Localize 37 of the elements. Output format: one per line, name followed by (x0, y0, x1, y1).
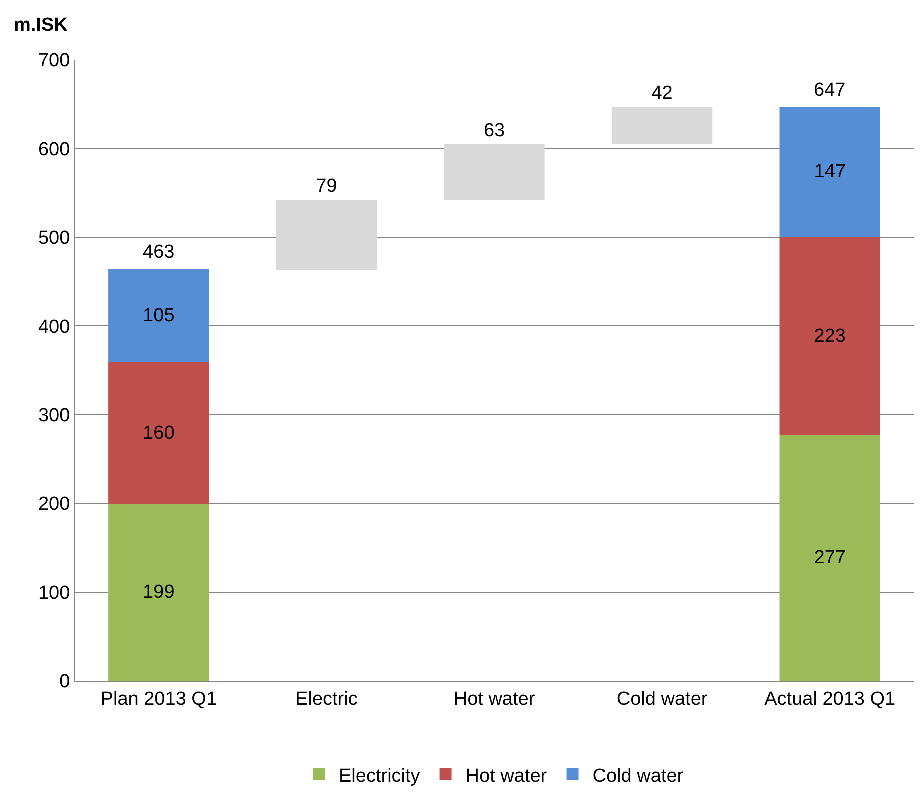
x-tick-label: Cold water (616, 688, 708, 710)
y-tick-label: 200 (38, 494, 70, 516)
y-tick-label: 700 (38, 50, 70, 72)
bar (276, 200, 378, 270)
data-label: 160 (143, 422, 175, 444)
total-label: 463 (143, 242, 175, 263)
bar (780, 107, 880, 238)
bar (108, 362, 210, 504)
x-tick-label: Hot water (454, 688, 536, 710)
y-tick-label: 500 (38, 228, 70, 250)
y-tick-label: 0 (60, 672, 70, 693)
data-label: 42 (652, 83, 673, 104)
x-tick-label: Electric (296, 688, 358, 710)
legend-label: Electricity (339, 766, 421, 787)
y-tick-label: 300 (38, 406, 70, 427)
total-label: 647 (814, 80, 846, 101)
data-label: 277 (814, 548, 846, 569)
x-tick-label: Actual 2013 Q1 (764, 688, 896, 710)
data-label: 199 (143, 582, 175, 604)
bar (612, 107, 713, 144)
y-tick-label: 400 (38, 316, 70, 338)
data-label: 147 (814, 162, 846, 183)
legend-label: Hot water (466, 766, 548, 787)
x-tick-label: Plan 2013 Q1 (100, 688, 217, 710)
data-label: 63 (484, 120, 506, 142)
y-axis-title: m.ISK (14, 15, 68, 36)
legend-label: Cold water (592, 766, 684, 787)
y-tick-label: 600 (38, 139, 70, 160)
bar (780, 237, 880, 436)
y-tick-label: 100 (38, 582, 70, 604)
data-label: 79 (316, 176, 338, 198)
bar (108, 504, 210, 681)
data-label: 223 (814, 326, 846, 347)
bar (108, 269, 210, 363)
bar (780, 435, 880, 681)
data-label: 105 (143, 305, 175, 326)
bar (444, 144, 545, 200)
